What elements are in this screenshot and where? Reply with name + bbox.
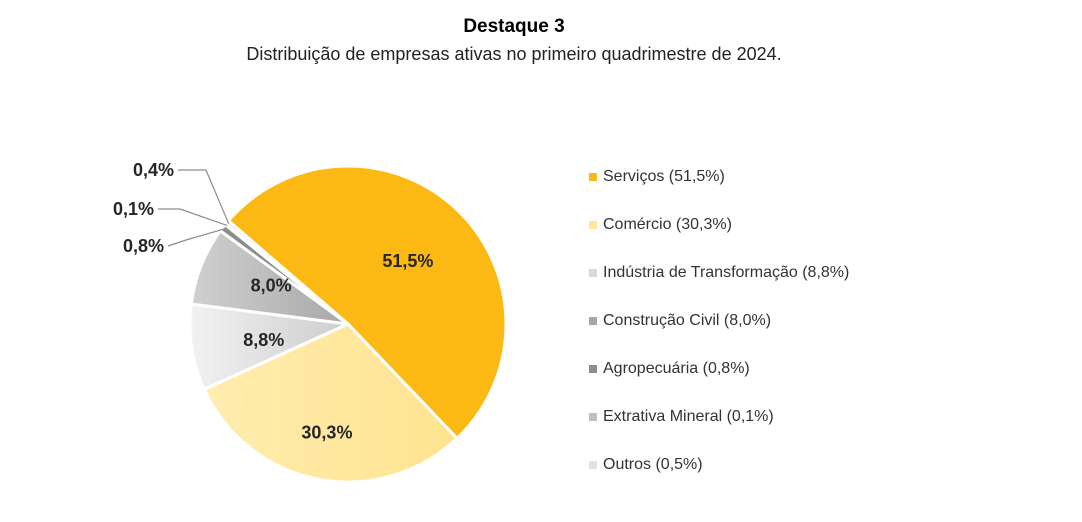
legend-item-industria: Indústria de Transformação (8,8%): [589, 262, 849, 310]
chart-title: Destaque 3: [463, 16, 565, 37]
legend-label-comercio: Comércio (30,3%): [603, 216, 732, 233]
chart-legend: Serviços (51,5%) Comércio (30,3%) Indúst…: [589, 166, 849, 502]
data-label-comercio: 30,3%: [301, 423, 352, 443]
leader-lines: [158, 169, 230, 247]
legend-item-agropecuaria: Agropecuária (0,8%): [589, 358, 849, 406]
legend-item-servicos: Serviços (51,5%): [589, 166, 849, 214]
legend-swatch-extrativa: [589, 413, 597, 421]
legend-item-construcao: Construção Civil (8,0%): [589, 310, 849, 358]
legend-swatch-industria: [589, 269, 597, 277]
legend-swatch-comercio: [589, 221, 597, 229]
legend-item-outros: Outros (0,5%): [589, 454, 849, 502]
legend-label-outros: Outros (0,5%): [603, 456, 703, 473]
pie-slice-comercio: [202, 322, 459, 484]
legend-label-agropecuaria: Agropecuária (0,8%): [603, 360, 750, 377]
chart-subtitle: Distribuição de empresas ativas no prime…: [246, 44, 782, 64]
data-label-construcao-civil: 8,0%: [251, 275, 292, 295]
legend-label-industria: Indústria de Transformação (8,8%): [603, 264, 850, 281]
data-labels: 51,5% 30,3% 8,8% 8,0% 0,8% 0,1% 0,4%: [113, 160, 433, 443]
data-label-agropecuaria: 0,8%: [123, 236, 164, 256]
legend-swatch-construcao: [589, 317, 597, 325]
legend-swatch-outros: [589, 461, 597, 469]
legend-swatch-agropecuaria: [589, 365, 597, 373]
legend-label-servicos: Serviços (51,5%): [603, 168, 725, 185]
pie-slice-outros: [224, 219, 350, 326]
legend-swatch-servicos: [589, 173, 597, 181]
pie-slices: [188, 164, 508, 484]
pie-slice-servicos: [226, 164, 508, 440]
legend-item-comercio: Comércio (30,3%): [589, 214, 849, 262]
legend-label-extrativa: Extrativa Mineral (0,1%): [603, 408, 774, 425]
leader-line-extrativa-mineral: [158, 208, 228, 227]
legend-label-construcao: Construção Civil (8,0%): [603, 312, 772, 329]
data-label-extrativa-mineral: 0,1%: [113, 199, 154, 219]
leader-line-outros: [178, 169, 230, 224]
pie-slice-industria-de-transformacao: [188, 302, 350, 391]
data-label-outros: 0,4%: [133, 160, 174, 180]
data-label-industria-de-transformacao: 8,8%: [243, 330, 284, 350]
leader-line-agropecuaria: [167, 228, 225, 247]
legend-item-extrativa: Extrativa Mineral (0,1%): [589, 406, 849, 454]
data-label-servicos: 51,5%: [382, 251, 433, 271]
